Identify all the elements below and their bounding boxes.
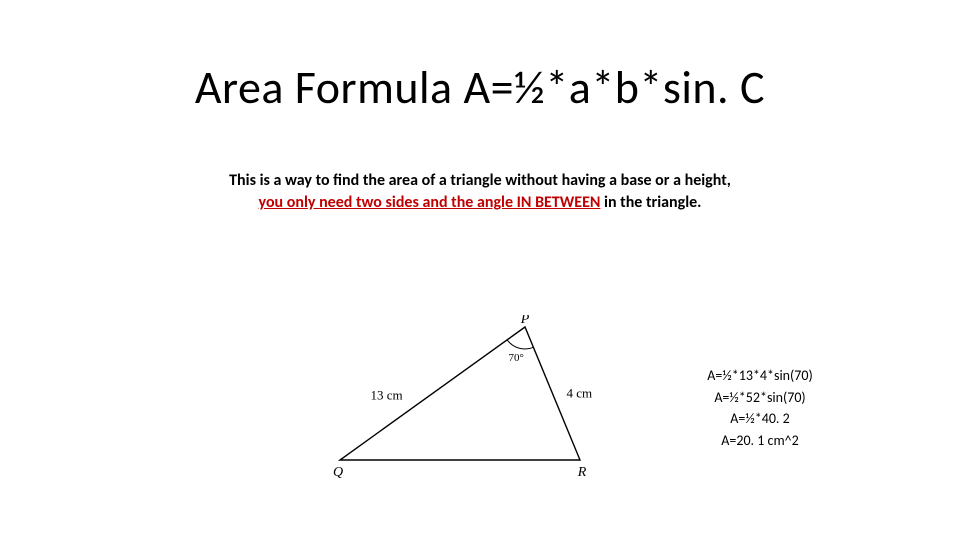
subtitle: This is a way to find the area of a tria… bbox=[0, 170, 960, 213]
slide: Area Formula A=½*a*b*sin. C This is a wa… bbox=[0, 0, 960, 540]
svg-text:R: R bbox=[577, 465, 587, 480]
calc-line: A=½*52*sin(70) bbox=[655, 387, 865, 409]
page-title: Area Formula A=½*a*b*sin. C bbox=[0, 60, 960, 116]
calculation-steps: A=½*13*4*sin(70) A=½*52*sin(70) A=½*40. … bbox=[655, 365, 865, 452]
svg-text:70°: 70° bbox=[509, 352, 524, 364]
svg-text:4 cm: 4 cm bbox=[567, 386, 593, 401]
subtitle-line1: This is a way to find the area of a tria… bbox=[229, 171, 731, 190]
subtitle-highlight: you only need two sides and the angle IN… bbox=[259, 193, 601, 212]
calc-line: A=½*13*4*sin(70) bbox=[655, 365, 865, 387]
calc-line: A=20. 1 cm^2 bbox=[655, 430, 865, 452]
subtitle-tail: in the triangle. bbox=[600, 193, 701, 212]
calc-line: A=½*40. 2 bbox=[655, 408, 865, 430]
svg-text:P: P bbox=[520, 315, 530, 327]
triangle-diagram: P Q R 13 cm 4 cm 70° bbox=[320, 315, 610, 485]
svg-text:Q: Q bbox=[333, 465, 343, 480]
svg-text:13 cm: 13 cm bbox=[371, 388, 403, 403]
